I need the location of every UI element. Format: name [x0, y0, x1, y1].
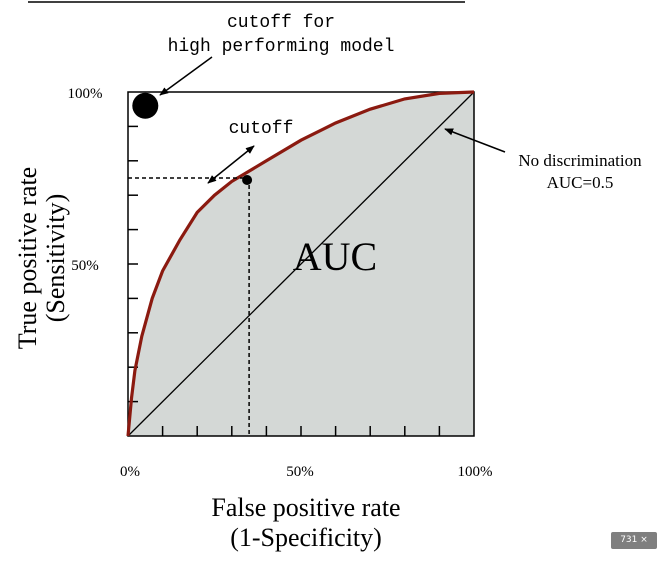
x-tick-label-100: 100% — [458, 464, 493, 480]
x-tick-label-50: 50% — [286, 464, 314, 480]
y-tick-label-100: 100% — [68, 86, 103, 102]
high-cutoff-label-line2: high performing model — [168, 37, 395, 57]
no-discrimination-label: No discrimination — [518, 151, 642, 170]
no-discrimination-auc-label: AUC=0.5 — [547, 173, 614, 192]
image-size-badge: 731 × 616 — [611, 532, 657, 562]
high-cutoff-arrow — [159, 56, 213, 96]
no-discrimination-line — [127, 91, 475, 437]
roc-curve — [126, 90, 475, 437]
x-axis-minor-ticks — [161, 426, 441, 436]
cutoff-point — [242, 175, 253, 185]
y-axis-subtitle: (Sensitivity) — [41, 194, 70, 323]
y-axis-title: True positive rate — [13, 167, 42, 349]
x-axis-title: False positive rate — [211, 493, 400, 522]
roc-chart: 100% 50% 0% 50% 100% False positive rate… — [13, 1, 642, 552]
cutoff-double-arrow — [207, 145, 255, 184]
x-tick-label-0: 0% — [120, 464, 140, 480]
high-cutoff-label-line1: cutoff for — [227, 13, 335, 33]
high-performance-cutoff-point — [132, 92, 159, 119]
x-axis-subtitle: (1-Specificity) — [230, 523, 382, 552]
no-discrimination-arrow — [444, 128, 506, 153]
auc-area-label: AUC — [293, 234, 377, 279]
cutoff-label: cutoff — [229, 119, 294, 139]
y-tick-label-50: 50% — [71, 258, 99, 274]
